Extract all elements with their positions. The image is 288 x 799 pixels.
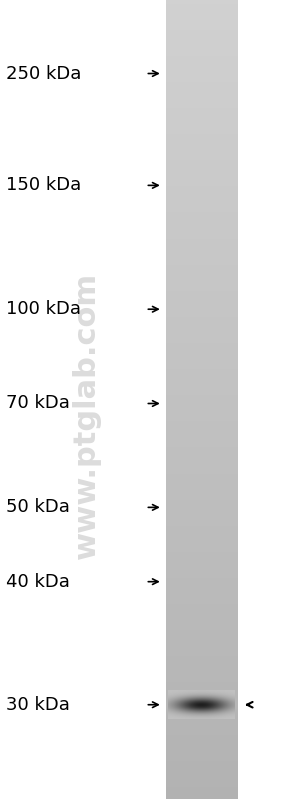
Text: 100 kDa: 100 kDa (6, 300, 81, 318)
Text: 250 kDa: 250 kDa (6, 65, 81, 82)
Text: 50 kDa: 50 kDa (6, 499, 70, 516)
Text: www.ptglab.com: www.ptglab.com (72, 272, 101, 559)
Text: 70 kDa: 70 kDa (6, 395, 70, 412)
Text: 150 kDa: 150 kDa (6, 177, 81, 194)
Text: 30 kDa: 30 kDa (6, 696, 70, 714)
Text: 40 kDa: 40 kDa (6, 573, 70, 590)
